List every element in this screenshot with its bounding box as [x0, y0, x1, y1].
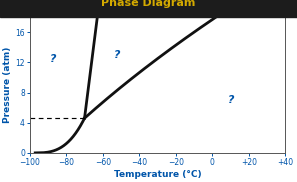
- Y-axis label: Pressure (atm): Pressure (atm): [4, 47, 12, 123]
- X-axis label: Temperature (°C): Temperature (°C): [114, 169, 201, 179]
- Title: Phase Diagram: Phase Diagram: [0, 181, 1, 182]
- Text: ?: ?: [50, 54, 57, 64]
- Text: Phase Diagram: Phase Diagram: [101, 0, 196, 8]
- Text: ?: ?: [114, 50, 121, 60]
- Text: ?: ?: [228, 95, 234, 105]
